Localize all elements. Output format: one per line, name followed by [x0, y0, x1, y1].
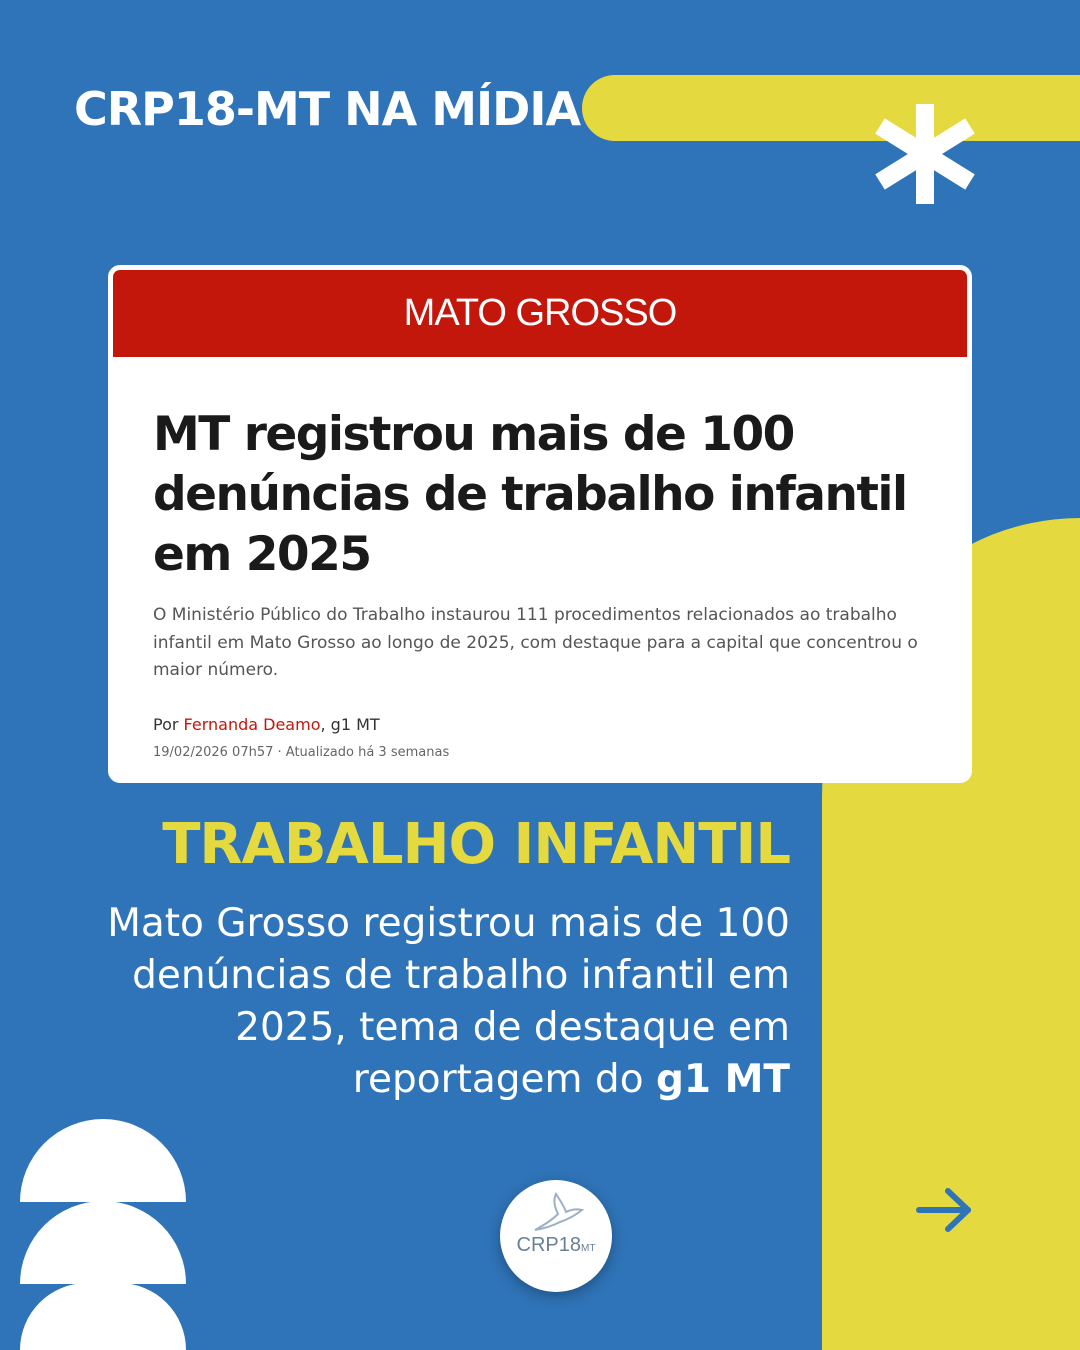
article-summary: O Ministério Público do Trabalho instaur…: [153, 605, 918, 680]
asterisk-icon: [875, 104, 975, 204]
description-text: Mato Grosso registrou mais de 100 denúnc…: [107, 901, 790, 1102]
outlet: , g1 MT: [320, 715, 380, 734]
logo-text: CRP18MT: [516, 1234, 596, 1256]
dateline: 19/02/2026 07h57 · Atualizado há 3 seman…: [153, 745, 450, 760]
section-banner: MATO GROSSO: [113, 270, 967, 357]
byline: Por Fernanda Deamo, g1 MT: [153, 715, 380, 734]
topic-heading: TRABALHO INFANTIL: [162, 812, 791, 877]
arrow-right-icon[interactable]: [914, 1186, 974, 1234]
bird-icon: [534, 1192, 585, 1231]
description-bold: g1 MT: [655, 1057, 790, 1102]
page-title: CRP18-MT NA MÍDIA: [74, 82, 581, 136]
decor-dome: [20, 1201, 186, 1284]
decor-dome: [20, 1283, 186, 1350]
author-link[interactable]: Fernanda Deamo: [183, 715, 321, 734]
decor-dome: [20, 1119, 186, 1202]
crp18-logo: CRP18MT: [500, 1180, 612, 1292]
news-card: MATO GROSSO MT registrou mais de 100 den…: [108, 265, 972, 783]
description: Mato Grosso registrou mais de 100 denúnc…: [90, 898, 790, 1106]
by-prefix: Por: [153, 715, 184, 734]
decor-pill: [582, 75, 1080, 141]
article-headline: MT registrou mais de 100 denúncias de tr…: [153, 407, 908, 582]
